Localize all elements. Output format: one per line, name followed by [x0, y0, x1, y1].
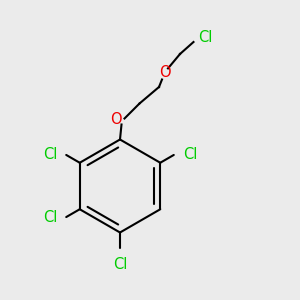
Text: Cl: Cl: [43, 209, 57, 224]
Text: O: O: [110, 112, 122, 128]
Text: Cl: Cl: [183, 147, 197, 162]
Text: O: O: [159, 65, 171, 80]
Text: Cl: Cl: [113, 257, 127, 272]
Text: Cl: Cl: [198, 30, 212, 45]
Text: Cl: Cl: [43, 147, 57, 162]
